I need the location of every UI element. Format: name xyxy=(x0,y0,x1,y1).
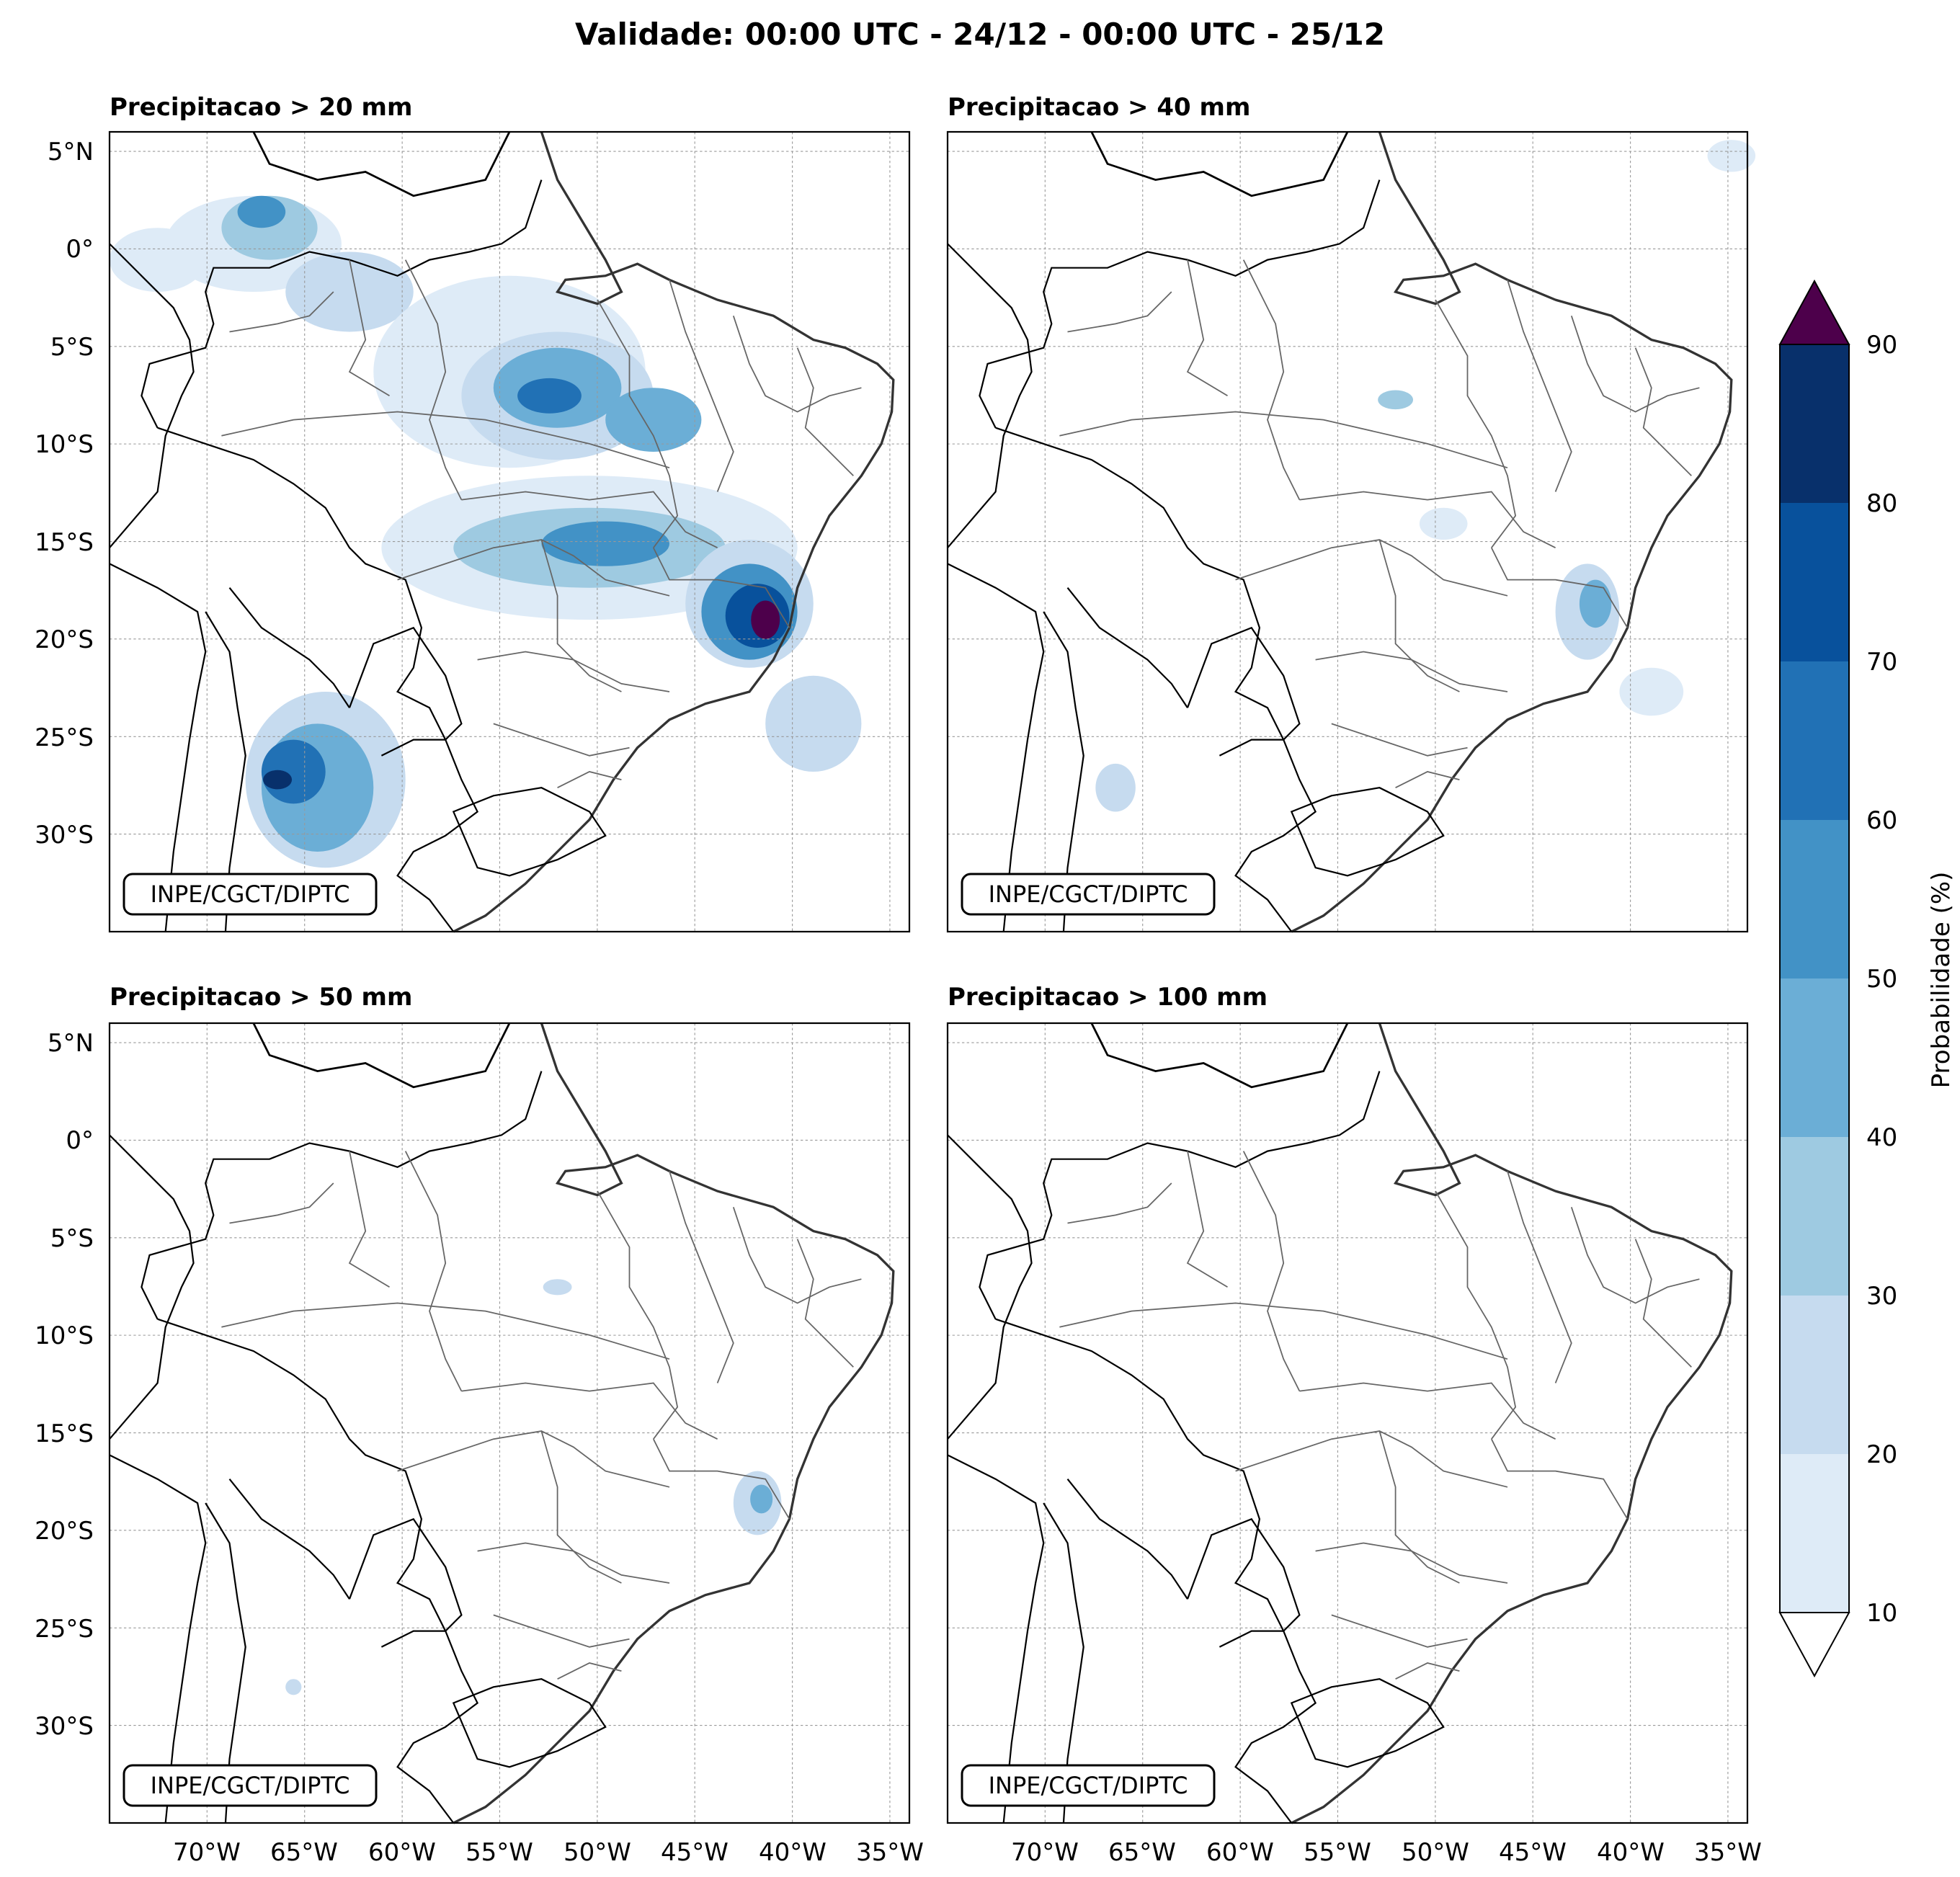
colorbar-bin xyxy=(1780,661,1849,820)
lat-tick-label: 5°N xyxy=(48,1029,94,1058)
lon-tick-label: 70°W xyxy=(173,1838,241,1867)
lon-tick-label: 35°W xyxy=(1694,1838,1762,1867)
panel-title: Precipitacao > 50 mm xyxy=(110,983,412,1012)
watermark-box xyxy=(961,873,1216,916)
colorbar-bin xyxy=(1780,978,1849,1137)
colorbar-tick: 20 xyxy=(1866,1440,1897,1469)
lat-tick-label: 25°S xyxy=(35,723,94,752)
lon-tick-label: 55°W xyxy=(1304,1838,1371,1867)
colorbar-under-arrow xyxy=(1778,1612,1850,1678)
watermark-box xyxy=(122,873,378,916)
lat-labels-top: 5°N 0° 5°S 10°S 15°S 20°S 25°S 30°S xyxy=(35,138,94,850)
panel-50mm: Precipitacao > 50 mm INPE/CGCT/DIPTC xyxy=(108,983,911,1824)
lon-tick-label: 65°W xyxy=(270,1838,338,1867)
lon-tick-label: 35°W xyxy=(856,1838,924,1867)
colorbar-bin xyxy=(1780,344,1849,503)
lat-tick-label: 25°S xyxy=(35,1615,94,1644)
lon-labels-left: 70°W 65°W 60°W 55°W 50°W 45°W 40°W 35°W xyxy=(173,1838,924,1867)
watermark: INPE/CGCT/DIPTC xyxy=(989,1772,1188,1799)
lon-tick-label: 45°W xyxy=(1499,1838,1567,1867)
colorbar-tick: 90 xyxy=(1866,331,1897,360)
colorbar-bin xyxy=(1780,1137,1849,1296)
watermark: INPE/CGCT/DIPTC xyxy=(151,1772,350,1799)
lon-tick-label: 50°W xyxy=(1402,1838,1469,1867)
lon-tick-label: 60°W xyxy=(368,1838,436,1867)
panel-title: Precipitacao > 40 mm xyxy=(948,93,1250,122)
panel-title: Precipitacao > 100 mm xyxy=(948,983,1268,1012)
lat-tick-label: 10°S xyxy=(35,1321,94,1350)
watermark: INPE/CGCT/DIPTC xyxy=(151,880,350,908)
lat-tick-label: 5°N xyxy=(48,138,94,166)
colorbar-bin xyxy=(1780,1454,1849,1613)
lat-tick-label: 5°S xyxy=(50,1224,94,1253)
colorbar-over-arrow xyxy=(1778,279,1850,345)
precip-probability-shading xyxy=(110,195,862,868)
watermark-box xyxy=(122,1764,378,1807)
lon-tick-label: 40°W xyxy=(759,1838,827,1867)
colorbar-tick: 40 xyxy=(1866,1123,1897,1152)
panel-20mm: Precipitacao > 20 mm xyxy=(108,93,911,933)
lon-tick-label: 50°W xyxy=(564,1838,631,1867)
lon-tick-label: 40°W xyxy=(1597,1838,1665,1867)
lon-tick-label: 65°W xyxy=(1108,1838,1176,1867)
lat-tick-label: 20°S xyxy=(35,1517,94,1546)
colorbar: 90 80 70 60 50 40 30 20 10 Probabilidade… xyxy=(1778,279,1956,1678)
colorbar-tick: 80 xyxy=(1866,489,1897,518)
lat-tick-label: 20°S xyxy=(35,625,94,654)
panel-title: Precipitacao > 20 mm xyxy=(110,93,412,122)
watermark: INPE/CGCT/DIPTC xyxy=(989,880,1188,908)
colorbar-bin xyxy=(1780,1296,1849,1454)
lon-tick-label: 70°W xyxy=(1011,1838,1079,1867)
colorbar-label: Probabilidade (%) xyxy=(1927,872,1956,1089)
lat-tick-label: 0° xyxy=(66,1126,94,1155)
colorbar-tick: 30 xyxy=(1866,1282,1897,1311)
colorbar-bin xyxy=(1780,820,1849,978)
lat-tick-label: 30°S xyxy=(35,821,94,850)
lat-tick-label: 15°S xyxy=(35,1419,94,1448)
lon-tick-label: 45°W xyxy=(661,1838,729,1867)
lat-tick-label: 30°S xyxy=(35,1712,94,1741)
lat-tick-label: 15°S xyxy=(35,528,94,557)
panel-100mm: Precipitacao > 100 mm INPE/CGCT/DIPTC xyxy=(946,983,1749,1824)
lon-tick-label: 55°W xyxy=(466,1838,533,1867)
watermark-box xyxy=(961,1764,1216,1807)
lon-tick-label: 60°W xyxy=(1206,1838,1274,1867)
lon-labels-right: 70°W 65°W 60°W 55°W 50°W 45°W 40°W 35°W xyxy=(1011,1838,1762,1867)
colorbar-bin xyxy=(1780,503,1849,661)
colorbar-tick: 60 xyxy=(1866,806,1897,835)
precip-probability-shading xyxy=(285,1279,782,1695)
colorbar-tick: 10 xyxy=(1866,1599,1897,1628)
lat-tick-label: 10°S xyxy=(35,430,94,459)
colorbar-tick: 70 xyxy=(1866,648,1897,677)
panel-40mm: Precipitacao > 40 mm INPE/CGCT/DIPTC xyxy=(946,93,1756,933)
figure-title: Validade: 00:00 UTC - 24/12 - 00:00 UTC … xyxy=(575,17,1385,52)
lat-labels-bottom: 5°N 0° 5°S 10°S 15°S 20°S 25°S 30°S xyxy=(35,1029,94,1741)
colorbar-tick: 50 xyxy=(1866,965,1897,994)
lat-tick-label: 5°S xyxy=(50,333,94,362)
lat-tick-label: 0° xyxy=(66,235,94,264)
